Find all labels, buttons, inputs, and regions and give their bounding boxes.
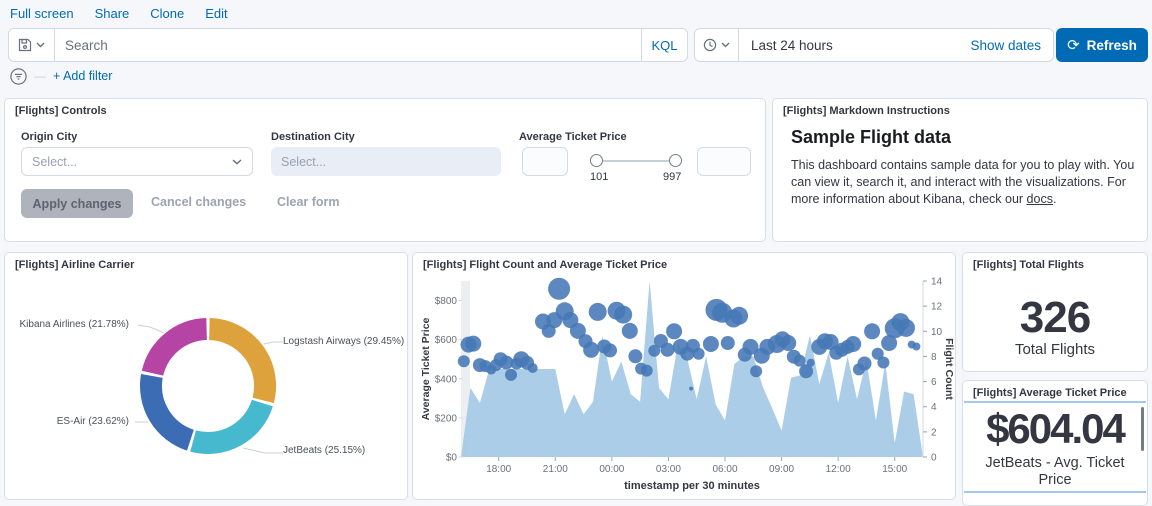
panel-total-flights: [Flights] Total Flights 326 Total Flight… xyxy=(962,252,1148,372)
svg-text:14: 14 xyxy=(931,277,943,288)
saved-query-menu-button[interactable] xyxy=(9,29,55,61)
svg-text:4: 4 xyxy=(931,402,937,413)
time-range-value[interactable]: Last 24 hours xyxy=(751,37,833,53)
time-picker-quick-menu-button[interactable] xyxy=(695,29,739,61)
kql-language-button[interactable]: KQL xyxy=(641,29,687,61)
avg-ticket-price-label: Average Ticket Price xyxy=(519,131,627,143)
search-compound: KQL xyxy=(8,28,688,62)
query-bar: KQL Last 24 hours Show dates ⟳ Refresh xyxy=(8,28,1148,62)
svg-text:$200: $200 xyxy=(435,413,458,424)
chevron-down-icon xyxy=(721,42,730,48)
metric-divider-top xyxy=(964,401,1146,403)
total-flights-value: 326 xyxy=(1019,293,1091,342)
destination-city-placeholder: Select... xyxy=(281,154,327,169)
saved-query-icon xyxy=(18,38,32,52)
price-slider-track[interactable] xyxy=(596,160,676,162)
svg-text:2: 2 xyxy=(931,427,937,438)
show-dates-button[interactable]: Show dates xyxy=(970,37,1041,53)
avg-ticket-price-value: $604.04 xyxy=(986,405,1126,452)
apply-changes-button[interactable]: Apply changes xyxy=(21,189,133,218)
panel-title: [Flights] Total Flights xyxy=(973,259,1084,271)
markdown-body-period: . xyxy=(1052,192,1057,206)
svg-text:timestamp per 30 minutes: timestamp per 30 minutes xyxy=(624,480,760,492)
panel-markdown: [Flights] Markdown Instructions Sample F… xyxy=(772,98,1148,242)
destination-city-select[interactable]: Select... xyxy=(271,147,501,176)
refresh-icon: ⟳ xyxy=(1067,36,1080,54)
pie-slice-label-jetbeats: JetBeats (25.15%) xyxy=(283,445,366,456)
price-slider-handle-min[interactable] xyxy=(590,154,603,167)
metric-divider-bottom xyxy=(964,491,1146,493)
pie-slice-label-kibana-airlines: Kibana Airlines (21.78%) xyxy=(19,319,129,330)
svg-text:03:00: 03:00 xyxy=(656,464,681,475)
panel-title: [Flights] Airline Carrier xyxy=(15,259,135,271)
markdown-body: This dashboard contains sample data for … xyxy=(791,157,1135,208)
markdown-body-text: This dashboard contains sample data for … xyxy=(791,158,1135,206)
svg-text:6: 6 xyxy=(931,377,937,388)
svg-text:00:00: 00:00 xyxy=(599,464,624,475)
full-screen-link[interactable]: Full screen xyxy=(10,6,74,21)
docs-link[interactable]: docs xyxy=(1026,192,1053,206)
share-link[interactable]: Share xyxy=(94,6,130,21)
svg-text:$0: $0 xyxy=(446,453,458,464)
svg-text:0: 0 xyxy=(931,453,937,464)
svg-text:06:00: 06:00 xyxy=(712,464,737,475)
origin-city-select[interactable]: Select... xyxy=(21,147,253,176)
destination-city-label: Destination City xyxy=(271,131,355,143)
price-max-input[interactable] xyxy=(697,147,751,176)
panel-title: [Flights] Controls xyxy=(15,105,107,117)
clear-form-button[interactable]: Clear form xyxy=(277,195,340,209)
refresh-button-label: Refresh xyxy=(1086,37,1137,53)
cancel-changes-button[interactable]: Cancel changes xyxy=(151,195,247,209)
panel-controls: [Flights] Controls Origin City Select...… xyxy=(4,98,766,242)
svg-text:$800: $800 xyxy=(435,296,458,307)
flight-count-avg-price-chart[interactable]: $0 $200 $400 $600 $800 0 2 4 6 8 10 12 14 18:00 21:00 0… xyxy=(415,275,955,499)
filter-bar: — + Add filter xyxy=(10,66,112,86)
price-slider-min-value: 101 xyxy=(590,171,609,183)
panel-flight-count-avg-price: [Flights] Flight Count and Average Ticke… xyxy=(412,252,956,500)
price-slider-max-value: 997 xyxy=(663,171,682,183)
svg-text:Average Ticket Price: Average Ticket Price xyxy=(420,317,432,420)
scrollbar-thumb[interactable] xyxy=(1141,407,1144,451)
svg-text:$400: $400 xyxy=(435,374,458,385)
svg-text:12: 12 xyxy=(931,302,943,313)
svg-text:21:00: 21:00 xyxy=(543,464,568,475)
svg-text:18:00: 18:00 xyxy=(486,464,511,475)
svg-text:09:00: 09:00 xyxy=(769,464,794,475)
chevron-down-icon xyxy=(232,158,242,165)
origin-city-label: Origin City xyxy=(21,131,78,143)
svg-text:8: 8 xyxy=(931,352,937,363)
airline-carrier-donut-chart[interactable] xyxy=(7,275,407,499)
clone-link[interactable]: Clone xyxy=(150,6,185,21)
origin-city-placeholder: Select... xyxy=(32,154,78,169)
clock-icon xyxy=(703,38,717,52)
panel-title: [Flights] Markdown Instructions xyxy=(783,105,950,117)
top-nav: Full screen Share Clone Edit xyxy=(10,6,228,21)
pie-slice-label-es-air: ES-Air (23.62%) xyxy=(56,416,129,427)
svg-text:Flight Count: Flight Count xyxy=(943,338,955,400)
add-filter-button[interactable]: + Add filter xyxy=(53,69,113,83)
price-slider-handle-max[interactable] xyxy=(669,154,682,167)
svg-text:15:00: 15:00 xyxy=(882,464,907,475)
chevron-down-icon xyxy=(36,42,45,48)
total-flights-label: Total Flights xyxy=(1014,341,1096,358)
pie-slice-label-logstash-airways: Logstash Airways (29.45%) xyxy=(283,336,405,347)
panel-average-ticket-price: [Flights] Average Ticket Price $604.04 J… xyxy=(962,380,1148,506)
markdown-heading: Sample Flight data xyxy=(791,127,952,147)
avg-ticket-price-label: JetBeats - Avg. Ticket Price xyxy=(985,455,1125,488)
time-picker: Last 24 hours Show dates xyxy=(694,28,1054,62)
svg-text:10: 10 xyxy=(931,327,943,338)
price-min-input[interactable] xyxy=(522,147,568,176)
svg-text:12:00: 12:00 xyxy=(826,464,851,475)
refresh-button[interactable]: ⟳ Refresh xyxy=(1056,28,1148,62)
edit-link[interactable]: Edit xyxy=(205,6,228,21)
panel-airline-carrier: [Flights] Airline Carrier Kibana Airline… xyxy=(4,252,408,500)
filter-separator: — xyxy=(34,69,46,83)
svg-text:$600: $600 xyxy=(435,335,458,346)
filter-menu-icon[interactable] xyxy=(10,67,27,85)
search-input[interactable] xyxy=(55,29,641,61)
panel-title: [Flights] Flight Count and Average Ticke… xyxy=(423,259,668,271)
panel-title: [Flights] Average Ticket Price xyxy=(973,387,1127,399)
